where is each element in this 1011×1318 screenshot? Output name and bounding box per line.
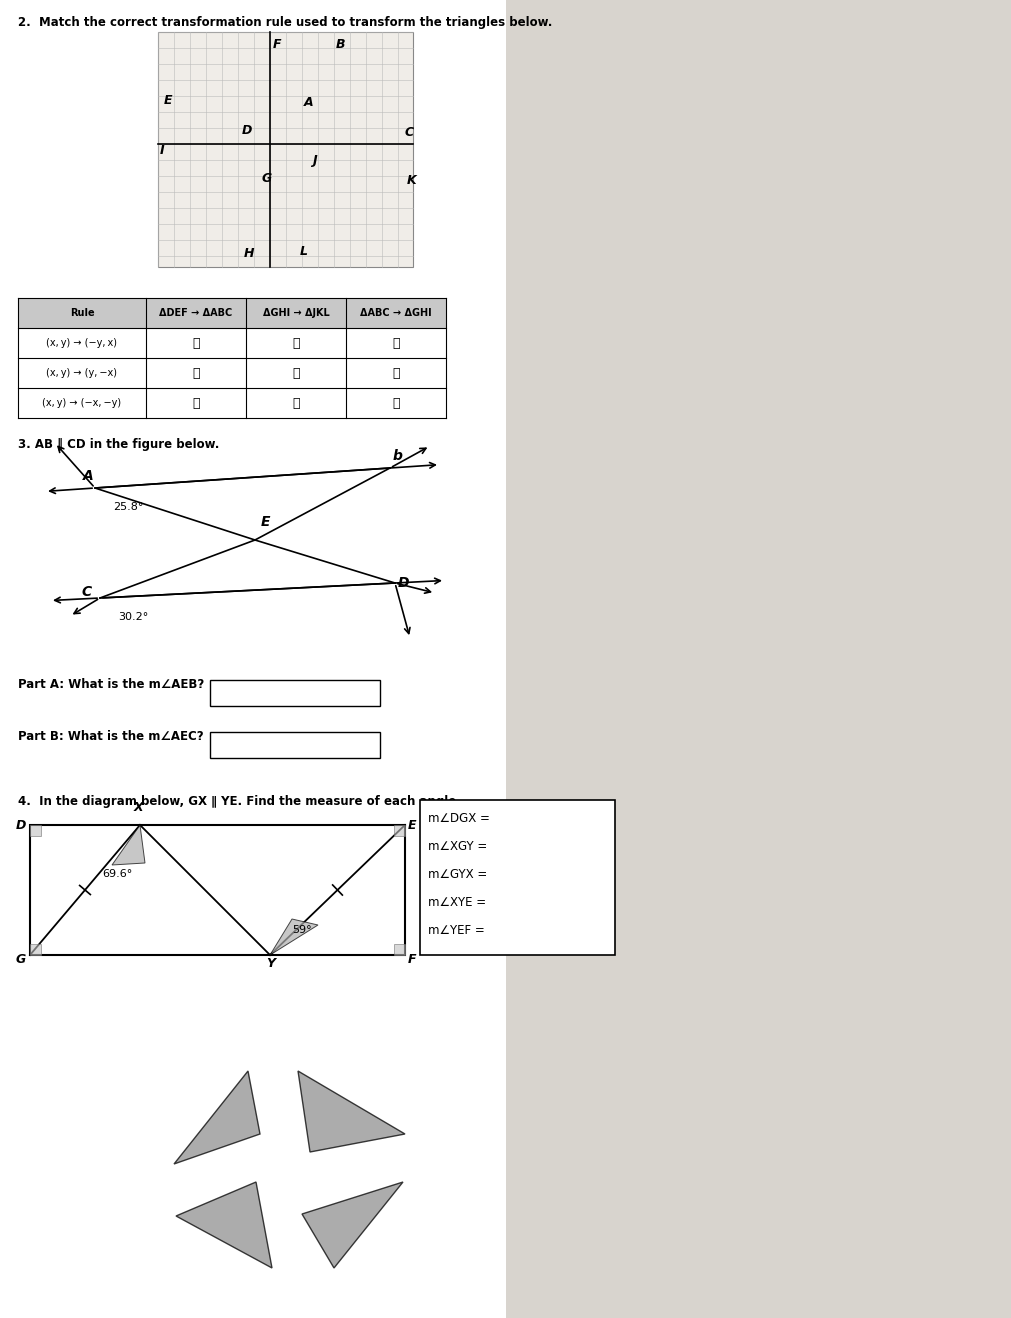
Text: 69.6°: 69.6° <box>102 869 132 879</box>
Text: K: K <box>406 174 417 187</box>
Text: Ⓘ: Ⓘ <box>392 397 399 410</box>
Text: B: B <box>336 38 345 51</box>
Text: m∠DGX =: m∠DGX = <box>428 812 489 825</box>
Bar <box>210 680 379 706</box>
Polygon shape <box>297 1072 404 1152</box>
Polygon shape <box>0 0 506 1318</box>
Text: D: D <box>397 576 409 590</box>
Bar <box>30 944 41 956</box>
Text: ΔGHI → ΔJKL: ΔGHI → ΔJKL <box>263 308 329 318</box>
Bar <box>393 825 404 836</box>
Text: C: C <box>82 585 92 598</box>
Text: I: I <box>160 144 165 157</box>
Text: E: E <box>261 515 270 529</box>
Text: m∠GYX =: m∠GYX = <box>428 869 486 880</box>
Text: J: J <box>311 154 316 167</box>
Polygon shape <box>301 1182 402 1268</box>
Text: ΔDEF → ΔABC: ΔDEF → ΔABC <box>159 308 233 318</box>
Bar <box>393 944 404 956</box>
Text: L: L <box>299 245 307 258</box>
Text: 4.  In the diagram below, GX ∥ YE. Find the measure of each angle.: 4. In the diagram below, GX ∥ YE. Find t… <box>18 795 460 808</box>
Text: A: A <box>303 96 313 109</box>
Polygon shape <box>158 32 412 268</box>
Text: Ⓖ: Ⓖ <box>192 397 199 410</box>
Polygon shape <box>506 0 1011 1318</box>
Polygon shape <box>270 919 317 956</box>
Text: Ⓕ: Ⓕ <box>392 366 399 380</box>
Text: Ⓐ: Ⓐ <box>192 336 199 349</box>
Text: (x, y) → (−y, x): (x, y) → (−y, x) <box>47 337 117 348</box>
Text: F: F <box>273 38 281 51</box>
Text: C: C <box>404 127 413 138</box>
Text: X: X <box>133 801 144 815</box>
Text: m∠XYE =: m∠XYE = <box>428 896 485 909</box>
Text: 30.2°: 30.2° <box>118 612 148 622</box>
Text: Ⓓ: Ⓓ <box>192 366 199 380</box>
Text: 3. AB ‖ CD in the figure below.: 3. AB ‖ CD in the figure below. <box>18 438 219 451</box>
Text: 59°: 59° <box>292 925 311 934</box>
Text: E: E <box>407 818 417 832</box>
Bar <box>210 731 379 758</box>
Polygon shape <box>174 1072 260 1164</box>
Text: Part A: What is the m∠AEB?: Part A: What is the m∠AEB? <box>18 677 204 691</box>
Text: 25.8°: 25.8° <box>113 502 144 511</box>
Text: Part B: What is the m∠AEC?: Part B: What is the m∠AEC? <box>18 730 203 743</box>
Text: ΔABC → ΔGHI: ΔABC → ΔGHI <box>360 308 432 318</box>
Text: m∠XGY =: m∠XGY = <box>428 840 486 853</box>
Text: Ⓔ: Ⓔ <box>292 366 299 380</box>
Text: H: H <box>244 246 254 260</box>
Text: b: b <box>392 449 402 463</box>
Text: (x, y) → (y, −x): (x, y) → (y, −x) <box>47 368 117 378</box>
Text: G: G <box>262 173 272 185</box>
Text: Rule: Rule <box>70 308 94 318</box>
Text: D: D <box>242 124 252 137</box>
Text: Ⓗ: Ⓗ <box>292 397 299 410</box>
Polygon shape <box>176 1182 272 1268</box>
Text: A: A <box>83 469 94 482</box>
Text: m∠YEF =: m∠YEF = <box>428 924 484 937</box>
Bar <box>30 825 41 836</box>
Text: G: G <box>16 953 26 966</box>
Bar <box>420 800 615 956</box>
Text: 2.  Match the correct transformation rule used to transform the triangles below.: 2. Match the correct transformation rule… <box>18 16 552 29</box>
Text: (x, y) → (−x, −y): (x, y) → (−x, −y) <box>42 398 121 409</box>
Text: Ⓒ: Ⓒ <box>392 336 399 349</box>
Bar <box>30 825 404 956</box>
Text: Ⓑ: Ⓑ <box>292 336 299 349</box>
Text: Y: Y <box>266 957 275 970</box>
Text: F: F <box>407 953 417 966</box>
Polygon shape <box>112 825 145 865</box>
Text: D: D <box>16 818 26 832</box>
Text: E: E <box>164 94 172 107</box>
Bar <box>18 298 446 328</box>
